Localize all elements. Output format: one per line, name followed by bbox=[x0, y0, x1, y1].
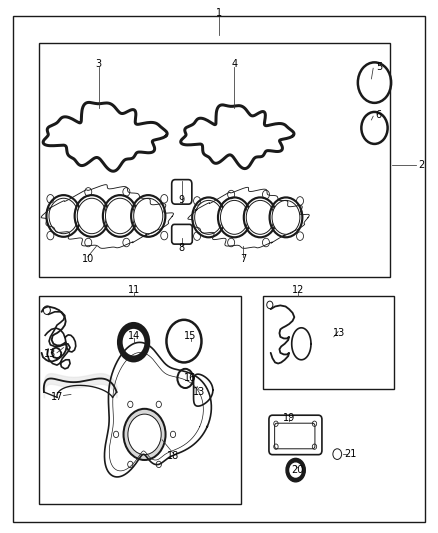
Text: 15: 15 bbox=[184, 331, 197, 341]
Text: 21: 21 bbox=[344, 449, 357, 459]
Bar bbox=[263, 296, 394, 389]
Text: 13: 13 bbox=[333, 328, 346, 338]
Text: 9: 9 bbox=[179, 195, 185, 205]
Circle shape bbox=[77, 198, 106, 233]
Text: 13: 13 bbox=[44, 350, 57, 359]
Text: 12: 12 bbox=[292, 286, 304, 295]
Text: 16: 16 bbox=[184, 374, 197, 383]
Circle shape bbox=[134, 198, 163, 233]
Bar bbox=[39, 296, 241, 504]
Text: 4: 4 bbox=[231, 59, 237, 69]
Circle shape bbox=[106, 198, 134, 233]
Text: 6: 6 bbox=[376, 110, 382, 119]
Circle shape bbox=[49, 198, 78, 233]
Circle shape bbox=[286, 458, 305, 482]
Text: 13: 13 bbox=[193, 387, 205, 397]
Circle shape bbox=[117, 322, 150, 362]
Circle shape bbox=[220, 200, 248, 235]
Text: 20: 20 bbox=[292, 465, 304, 475]
Text: 11: 11 bbox=[127, 286, 140, 295]
Bar bbox=[39, 43, 390, 277]
Circle shape bbox=[246, 200, 274, 235]
Text: 5: 5 bbox=[376, 62, 382, 71]
Circle shape bbox=[124, 409, 166, 460]
Circle shape bbox=[290, 463, 301, 477]
Circle shape bbox=[272, 200, 300, 235]
Text: 8: 8 bbox=[179, 243, 185, 253]
Text: 10: 10 bbox=[81, 254, 94, 263]
Text: 2: 2 bbox=[418, 160, 424, 170]
Text: 17: 17 bbox=[51, 392, 63, 402]
Text: 1: 1 bbox=[216, 9, 222, 18]
Circle shape bbox=[128, 414, 161, 455]
Circle shape bbox=[123, 329, 145, 356]
Text: 3: 3 bbox=[95, 59, 102, 69]
Text: 18: 18 bbox=[167, 451, 179, 461]
Text: 19: 19 bbox=[283, 414, 295, 423]
Text: 14: 14 bbox=[127, 331, 140, 341]
Circle shape bbox=[194, 200, 223, 235]
Text: 7: 7 bbox=[240, 254, 246, 263]
